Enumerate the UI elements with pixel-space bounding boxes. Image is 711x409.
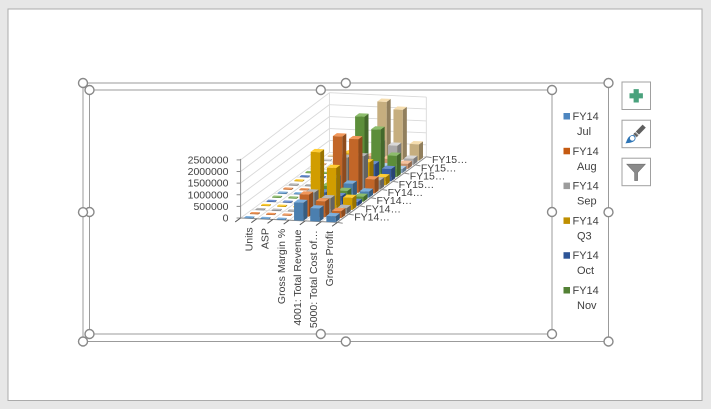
svg-text:FY15…: FY15… xyxy=(432,154,468,166)
svg-text:FY14…: FY14… xyxy=(376,195,412,207)
svg-text:Units: Units xyxy=(243,227,255,251)
svg-text:FY15…: FY15… xyxy=(399,179,435,191)
svg-text:Gross Margin %: Gross Margin % xyxy=(276,229,288,304)
svg-text:FY14: FY14 xyxy=(573,181,599,193)
svg-text:FY14…: FY14… xyxy=(388,187,424,199)
svg-text:2500000: 2500000 xyxy=(188,154,229,166)
svg-text:Sep: Sep xyxy=(577,196,597,208)
svg-text:Jul: Jul xyxy=(577,126,591,138)
svg-text:FY14: FY14 xyxy=(573,250,599,262)
svg-text:Oct: Oct xyxy=(577,265,594,277)
svg-text:ASP: ASP xyxy=(260,228,272,249)
svg-text:Q3: Q3 xyxy=(577,230,592,242)
svg-text:FY14: FY14 xyxy=(573,146,599,158)
svg-text:FY15…: FY15… xyxy=(410,171,446,183)
svg-text:500000: 500000 xyxy=(193,201,228,213)
svg-text:FY14…: FY14… xyxy=(365,203,401,215)
svg-text:5000: Total Cost of…: 5000: Total Cost of… xyxy=(308,230,320,328)
svg-text:1000000: 1000000 xyxy=(188,189,229,201)
svg-text:FY14: FY14 xyxy=(573,285,599,297)
svg-text:FY15…: FY15… xyxy=(421,162,457,174)
svg-text:2000000: 2000000 xyxy=(188,166,229,178)
svg-text:Nov: Nov xyxy=(577,300,597,312)
svg-text:FY14: FY14 xyxy=(573,111,599,123)
svg-text:FY14…: FY14… xyxy=(354,212,390,224)
svg-text:1500000: 1500000 xyxy=(188,178,229,190)
svg-text:FY14: FY14 xyxy=(573,215,599,227)
svg-text:Aug: Aug xyxy=(577,161,597,173)
svg-text:Gross Profit: Gross Profit xyxy=(324,231,336,287)
svg-text:0: 0 xyxy=(223,213,229,225)
svg-text:4001: Total Revenue: 4001: Total Revenue xyxy=(292,229,304,325)
